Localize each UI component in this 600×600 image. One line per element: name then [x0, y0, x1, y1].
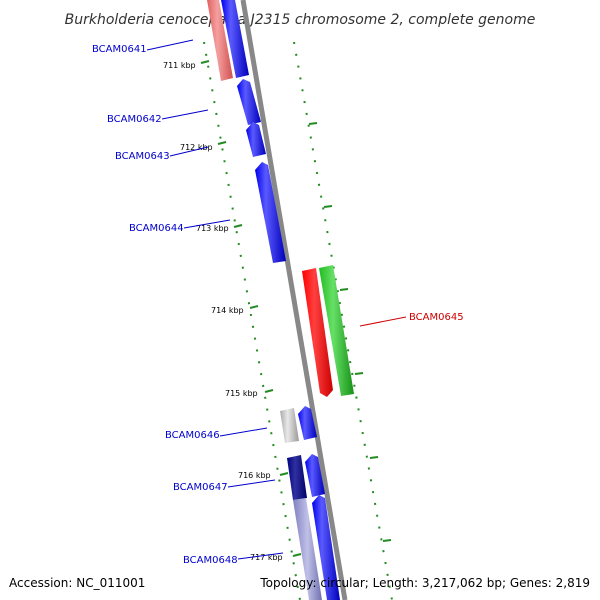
gene-arrow — [305, 454, 325, 497]
tick-label: 714 kbp — [211, 306, 244, 315]
tick-marks — [200, 60, 302, 557]
tick-label: 716 kbp — [238, 471, 271, 480]
gene-labels: BCAM0641 BCAM0642 BCAM0643 BCAM0644 BCAM… — [92, 44, 464, 566]
gene-arrow — [302, 268, 333, 397]
gene-label-bcam0646[interactable]: BCAM0646 — [165, 430, 220, 441]
map-title: Burkholderia cenocepacia J2315 chromosom… — [65, 12, 536, 28]
gene-label-bcam0641[interactable]: BCAM0641 — [92, 44, 147, 55]
topology-text: Topology: circular; Length: 3,217,062 bp… — [260, 576, 590, 590]
gene-arrow — [298, 406, 317, 440]
gene-arrow — [207, 0, 233, 81]
accession-text: Accession: NC_011001 — [9, 576, 146, 590]
gene-arrow — [312, 495, 340, 600]
gene-label-bcam0645[interactable]: BCAM0645 — [409, 312, 464, 323]
tick-label: 715 kbp — [225, 389, 258, 398]
gene-label-bcam0643[interactable]: BCAM0643 — [115, 151, 170, 162]
label-leaders — [146, 39, 407, 560]
tick-labels: 711 kbp 712 kbp 713 kbp 714 kbp 715 kbp … — [163, 61, 283, 562]
tick-label: 712 kbp — [180, 143, 213, 152]
gene-arrow — [246, 122, 266, 157]
tick-label: 717 kbp — [250, 553, 283, 562]
gene-arrow — [287, 455, 307, 500]
gene-arrow — [255, 162, 286, 263]
tick-label: 713 kbp — [196, 224, 229, 233]
gene-arrow — [293, 498, 322, 600]
gene-arrow — [280, 408, 299, 443]
genome-backbone — [240, 0, 348, 600]
gene-label-bcam0642[interactable]: BCAM0642 — [107, 114, 162, 125]
gene-label-bcam0644[interactable]: BCAM0644 — [129, 223, 184, 234]
gene-label-bcam0647[interactable]: BCAM0647 — [173, 482, 228, 493]
gene-label-bcam0648[interactable]: BCAM0648 — [183, 555, 238, 566]
gene-arrow — [221, 0, 249, 78]
gene-arrow — [237, 79, 261, 125]
gene-arrow — [319, 265, 354, 396]
outer-ring-dashes — [308, 122, 392, 542]
gene-features — [207, 0, 354, 600]
tick-label: 711 kbp — [163, 61, 196, 70]
